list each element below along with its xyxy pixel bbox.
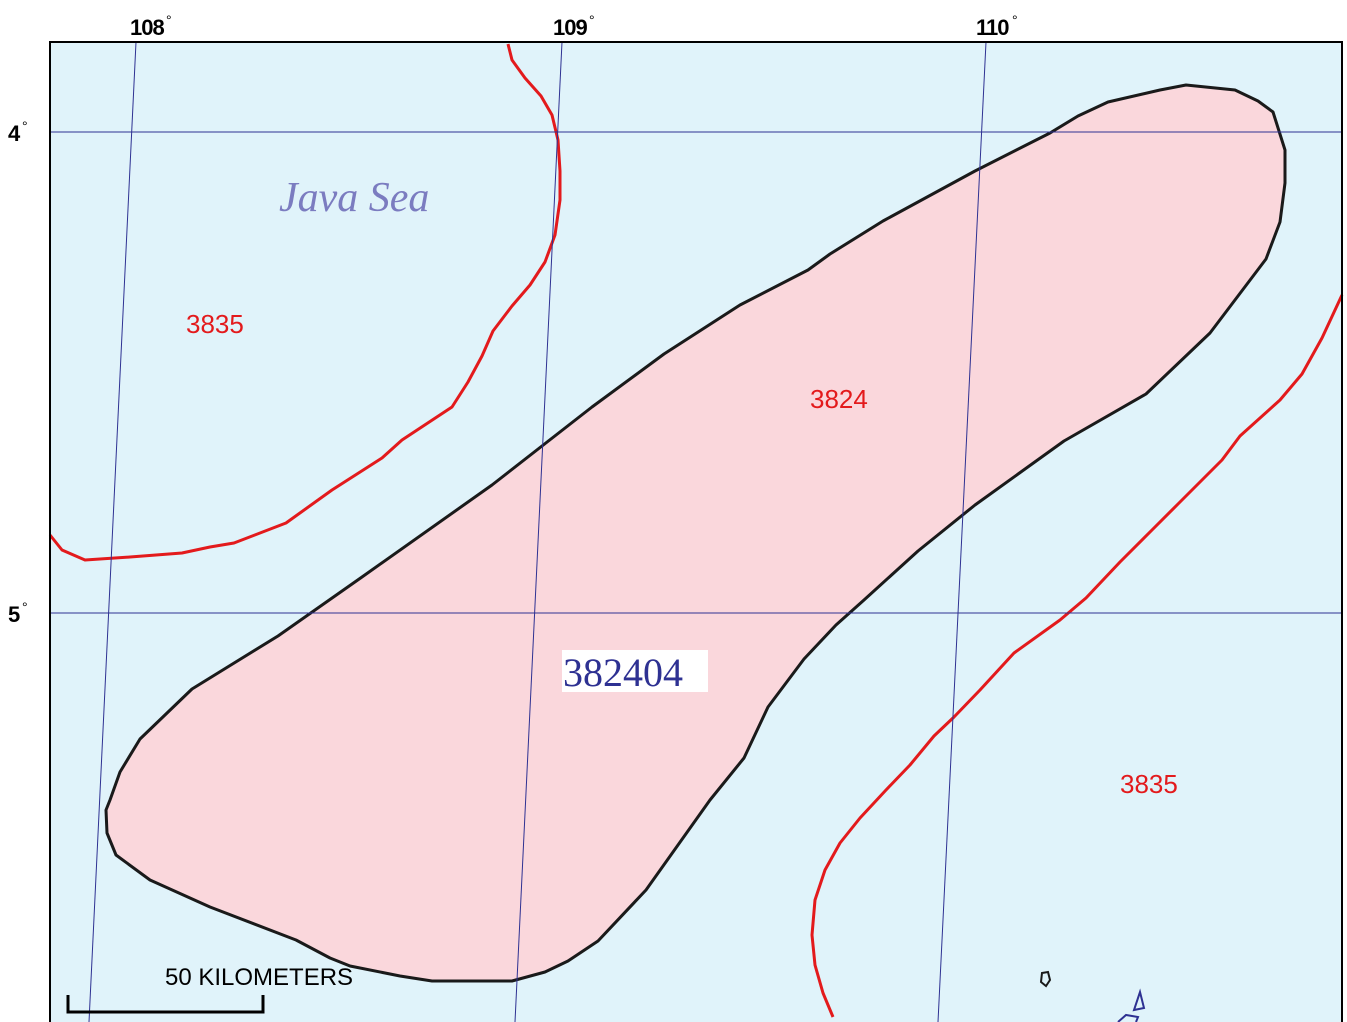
island-outline (1039, 970, 1052, 988)
assessment-unit-label-background (562, 650, 708, 692)
latitude-value: 5 (8, 602, 20, 627)
assessment-unit-polygon[interactable] (104, 83, 1287, 983)
scale-bar-label: 50 KILOMETERS (165, 964, 353, 991)
scale-bar (66, 995, 265, 1014)
latitude-label-4: 4 ° (8, 118, 28, 146)
longitude-label-110: 110 ° (976, 12, 1018, 40)
degree-symbol: ° (1012, 12, 1018, 28)
latitude-label-5: 5 ° (8, 599, 28, 627)
longitude-label-109: 109 ° (553, 12, 595, 40)
province-label: 3835 (1120, 769, 1178, 799)
degree-symbol: ° (589, 12, 595, 28)
latitude-value: 4 (8, 121, 21, 146)
longitude-value: 110 (976, 15, 1009, 40)
island-outline (1117, 1013, 1140, 1022)
province-label: 3824 (810, 384, 868, 414)
longitude-value: 109 (553, 15, 587, 40)
degree-symbol: ° (166, 12, 172, 28)
degree-symbol: ° (22, 599, 28, 615)
sea-name-label: Java Sea (279, 175, 429, 221)
meridian-108 (88, 41, 137, 1022)
map-frame (49, 41, 1343, 1022)
province-boundary-southeast (810, 294, 1344, 1018)
longitude-label-108: 108 ° (130, 12, 172, 40)
meridian-110 (937, 41, 987, 1022)
province-label: 3835 (186, 309, 244, 339)
assessment-unit-id-label: 382404 (563, 650, 683, 695)
province-boundary-northwest (48, 43, 562, 562)
degree-symbol: ° (22, 118, 28, 134)
island-outline (1132, 988, 1146, 1012)
meridian-109 (514, 41, 563, 1022)
longitude-value: 108 (130, 15, 164, 40)
